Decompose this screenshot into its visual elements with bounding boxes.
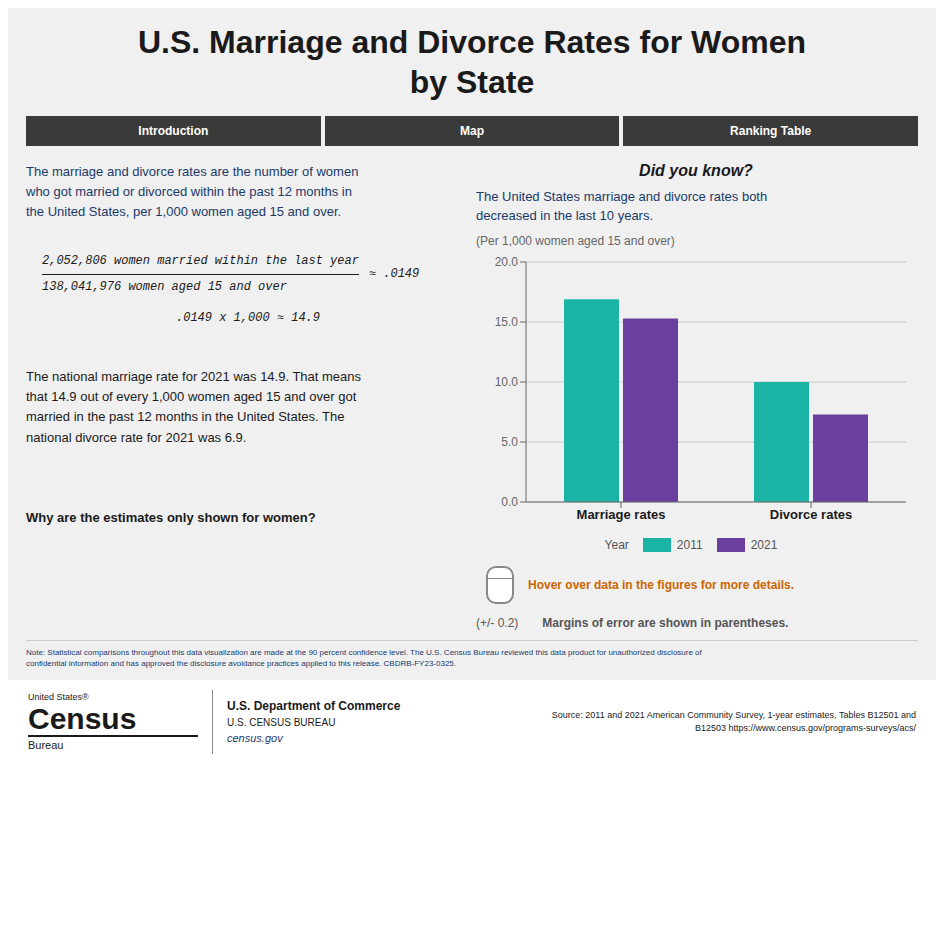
html-text:.0149 x 1,000 ≈ 14.9: .0149 x 1,000 ≈ 14.9 xyxy=(176,310,320,325)
html-text:Hover over data in the figures: Hover over data in the figures for more … xyxy=(528,577,795,592)
html-text:≈ .0149: ≈ .0149 xyxy=(368,267,420,282)
html-text:Bureau: Bureau xyxy=(28,739,64,752)
svg-text:10.0: 10.0 xyxy=(495,375,519,389)
html-text:census.gov: census.gov xyxy=(227,732,283,745)
html-text:The national marriage rate for: The national marriage rate for 2021 was … xyxy=(26,369,362,445)
html-text:138,041,976 women aged 15 and: 138,041,976 women aged 15 and over xyxy=(42,280,287,294)
html-text:Margins of error are shown in: Margins of error are shown in parenthese… xyxy=(542,615,789,630)
html-text:U.S. CENSUS BUREAU: U.S. CENSUS BUREAU xyxy=(227,717,336,729)
html-text:The marriage and divorce rates: The marriage and divorce rates are the n… xyxy=(26,164,359,220)
html-text:2021: 2021 xyxy=(750,537,778,552)
html-text:(+/- 0.2): (+/- 0.2) xyxy=(476,615,519,630)
html-text:U.S. Department of Commerce: U.S. Department of Commerce xyxy=(227,699,401,714)
html-text:Census: Census xyxy=(28,702,137,736)
html-text:Map: Map xyxy=(460,124,484,138)
html-text:2011: 2011 xyxy=(676,537,703,552)
html-text:Why are the estimates only sho: Why are the estimates only shown for wom… xyxy=(26,509,316,525)
html-text:U.S. Marriage and Divorce Rate: U.S. Marriage and Divorce Rates for Wome… xyxy=(138,24,806,100)
svg-text:Marriage rates: Marriage rates xyxy=(577,507,666,522)
html-text:Year: Year xyxy=(604,537,629,552)
svg-text:Divorce rates: Divorce rates xyxy=(770,507,852,522)
svg-text:20.0: 20.0 xyxy=(495,255,519,269)
svg-text:5.0: 5.0 xyxy=(501,435,518,449)
html-text:Source: 2011 and 2021 American: Source: 2011 and 2021 American Community… xyxy=(551,709,916,733)
html-text:2,052,806 women married within: 2,052,806 women married within the last … xyxy=(42,254,359,269)
html-text:Did you know?: Did you know? xyxy=(639,162,753,179)
svg-text:0.0: 0.0 xyxy=(501,495,518,509)
html-text:(Per 1,000 women aged 15 and o: (Per 1,000 women aged 15 and over) xyxy=(476,233,675,248)
html-text:Note: Statistical comparisons: Note: Statistical comparisons throughout… xyxy=(26,647,702,669)
svg-text:15.0: 15.0 xyxy=(495,315,519,329)
html-text:Introduction: Introduction xyxy=(138,124,209,138)
html-text:The United States marriage and: The United States marriage and divorce r… xyxy=(476,189,768,223)
html-text:United States®: United States® xyxy=(28,692,89,703)
html-text:Ranking Table: Ranking Table xyxy=(730,124,812,138)
